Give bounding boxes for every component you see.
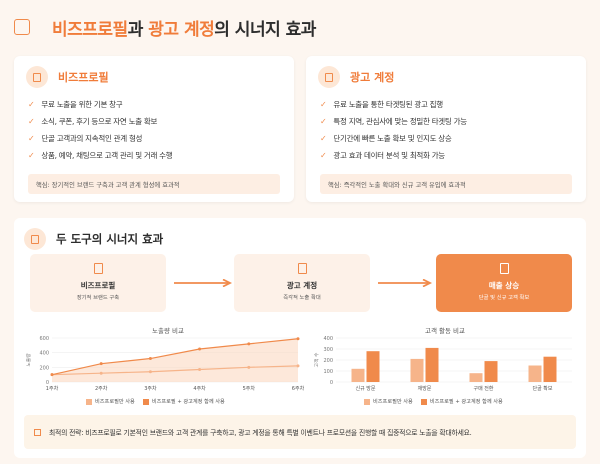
card-note: 핵심: 장기적인 브랜드 구축과 고객 관계 형성에 효과적: [28, 174, 280, 194]
data-point: [198, 347, 202, 351]
bar: [528, 365, 542, 382]
list-item: ✓ 상품, 예약, 채팅으로 고객 관리 및 거래 수행: [28, 151, 173, 160]
store-icon: [26, 66, 48, 88]
legend-swatch: [142, 398, 149, 405]
arrow-right-icon: [174, 279, 233, 287]
flow-step-sales-increase: 매출 상승 단골 및 신규 고객 확보: [436, 254, 572, 312]
ad-account-card: 광고 계정 ✓ 유료 노출을 통한 타겟팅된 광고 집행 ✓ 특정 지역, 관심사에…: [306, 56, 586, 202]
check-icon: ✓: [320, 134, 327, 143]
series-area-combined: [52, 338, 298, 382]
line-chart-legend: 비즈프로필만 사용 비즈프로필 + 광고계정 함께 사용: [86, 398, 233, 405]
data-point: [247, 365, 251, 369]
flow-step-ad-account: 광고 계정 즉각적 노출 확대: [234, 254, 370, 312]
data-point: [296, 364, 300, 368]
bar: [410, 358, 424, 382]
tip-text: 최적의 전략: 비즈프로필로 기본적인 브랜드와 고객 관계를 구축하고, 광고…: [49, 429, 472, 437]
list-item: ✓ 광고 효과 데이터 분석 및 최적화 가능: [320, 151, 445, 160]
x-tick-label: 4주차: [193, 385, 206, 392]
y-axis-label: 고객 수: [313, 352, 320, 367]
data-point: [296, 337, 300, 341]
card-title: 비즈프로필: [58, 71, 109, 84]
check-icon: ✓: [320, 117, 327, 126]
flow-step-bizprofile: 비즈프로필 장기적 브랜드 구축: [30, 254, 166, 312]
synergy-section: 두 도구의 시너지 효과 비즈프로필 장기적 브랜드 구축 광고 계정 즉각적 …: [14, 218, 586, 458]
store-icon: [93, 263, 103, 274]
y-tick-label: 300: [323, 347, 333, 353]
x-tick-label: 1주차: [46, 385, 59, 392]
y-tick-label: 400: [323, 336, 333, 342]
y-tick-label: 400: [39, 351, 49, 357]
check-icon: ✓: [28, 151, 35, 160]
legend-swatch: [420, 398, 427, 405]
chart-up-icon: [499, 263, 509, 274]
feature-list: ✓ 무료 노출을 위한 기본 창구 ✓ 소식, 쿠폰, 후기 등으로 자연 노출 확…: [14, 88, 294, 164]
legend-swatch: [86, 398, 92, 405]
legend-swatch: [364, 398, 370, 405]
bar: [543, 356, 557, 382]
arrow-right-icon: [378, 279, 433, 287]
x-tick-label: 3주차: [144, 385, 157, 392]
data-point: [99, 371, 103, 375]
y-tick-label: 200: [39, 365, 49, 371]
check-icon: ✓: [28, 134, 35, 143]
data-point: [50, 373, 54, 377]
list-item: ✓ 유료 노출을 통한 타겟팅된 광고 집행: [320, 100, 443, 109]
data-point: [99, 362, 103, 366]
check-icon: ✓: [320, 151, 327, 160]
line-chart-title: 노출량 비교: [152, 327, 184, 335]
list-item: ✓ 단골 고객과의 지속적인 관계 형성: [28, 134, 143, 143]
x-tick-label: 5주차: [243, 385, 256, 392]
bizprofile-card: 비즈프로필 ✓ 무료 노출을 위한 기본 창구 ✓ 소식, 쿠폰, 후기 등으로 자…: [14, 56, 294, 202]
x-tick-label: 재방문: [418, 385, 432, 392]
bar-chart-title: 고객 활동 비교: [424, 327, 465, 335]
customer-bar-chart: 0 100 200 300 400 고객 수신규 방문 재방문 구매 전환 단골 확보: [313, 336, 572, 392]
bar-chart-legend: 비즈프로필만 사용 비즈프로필 + 광고계정 함께 사용: [364, 398, 511, 405]
y-tick-label: 0: [46, 380, 49, 386]
check-icon: ✓: [28, 100, 35, 109]
link-icon: [24, 228, 46, 250]
y-tick-label: 100: [323, 369, 333, 375]
series-line: [51, 338, 299, 376]
feature-list: ✓ 유료 노출을 통한 타겟팅된 광고 집행 ✓ 특정 지역, 관심사에 맞는 정밀…: [306, 88, 586, 164]
y-tick-label: 600: [39, 336, 49, 342]
exposure-line-chart: 0 200 400 600 1주차 2주차 3주차 4주차 5주차 6주차 노출량: [25, 336, 304, 392]
x-tick-label: 6주차: [292, 385, 304, 392]
list-item: ✓ 소식, 쿠폰, 후기 등으로 자연 노출 확보: [28, 117, 158, 126]
x-tick-label: 구매 전환: [474, 385, 494, 392]
list-item: ✓ 무료 노출을 위한 기본 창구: [28, 100, 123, 109]
check-icon: ✓: [320, 100, 327, 109]
bar: [366, 351, 380, 382]
megaphone-icon: [297, 263, 307, 274]
x-tick-label: 2주차: [95, 385, 108, 392]
document-icon: [14, 19, 30, 35]
lightbulb-icon: [34, 428, 41, 436]
page-title: 비즈프로필과 광고 계정의 시너지 효과: [52, 19, 316, 40]
list-item: ✓ 특정 지역, 관심사에 맞는 정밀한 타겟팅 가능: [320, 117, 467, 126]
y-tick-label: 0: [330, 380, 333, 386]
strategy-tip: 최적의 전략: 비즈프로필로 기본적인 브랜드와 고객 관계를 구축하고, 광고…: [24, 415, 576, 449]
check-icon: ✓: [28, 117, 35, 126]
x-tick-label: 신규 방문: [356, 385, 376, 392]
bar: [351, 368, 365, 382]
card-title: 광고 계정: [350, 71, 395, 84]
page-header: 비즈프로필과 광고 계정의 시너지 효과: [14, 10, 586, 44]
x-tick-label: 단골 확보: [533, 385, 553, 392]
y-tick-label: 200: [323, 358, 333, 364]
bar: [469, 373, 483, 382]
card-note: 핵심: 즉각적인 노출 확대와 신규 고객 유입에 효과적: [320, 174, 572, 194]
data-point: [148, 370, 152, 374]
bar: [484, 361, 498, 382]
series-line: [51, 365, 299, 376]
data-point: [247, 342, 251, 346]
megaphone-icon: [318, 66, 340, 88]
y-axis-label: 노출량: [25, 353, 32, 367]
list-item: ✓ 단기간에 빠른 노출 확보 및 인지도 상승: [320, 134, 452, 143]
data-point: [148, 357, 152, 361]
bar: [425, 347, 439, 382]
data-point: [198, 368, 202, 372]
section-title: 두 도구의 시너지 효과: [56, 232, 164, 246]
